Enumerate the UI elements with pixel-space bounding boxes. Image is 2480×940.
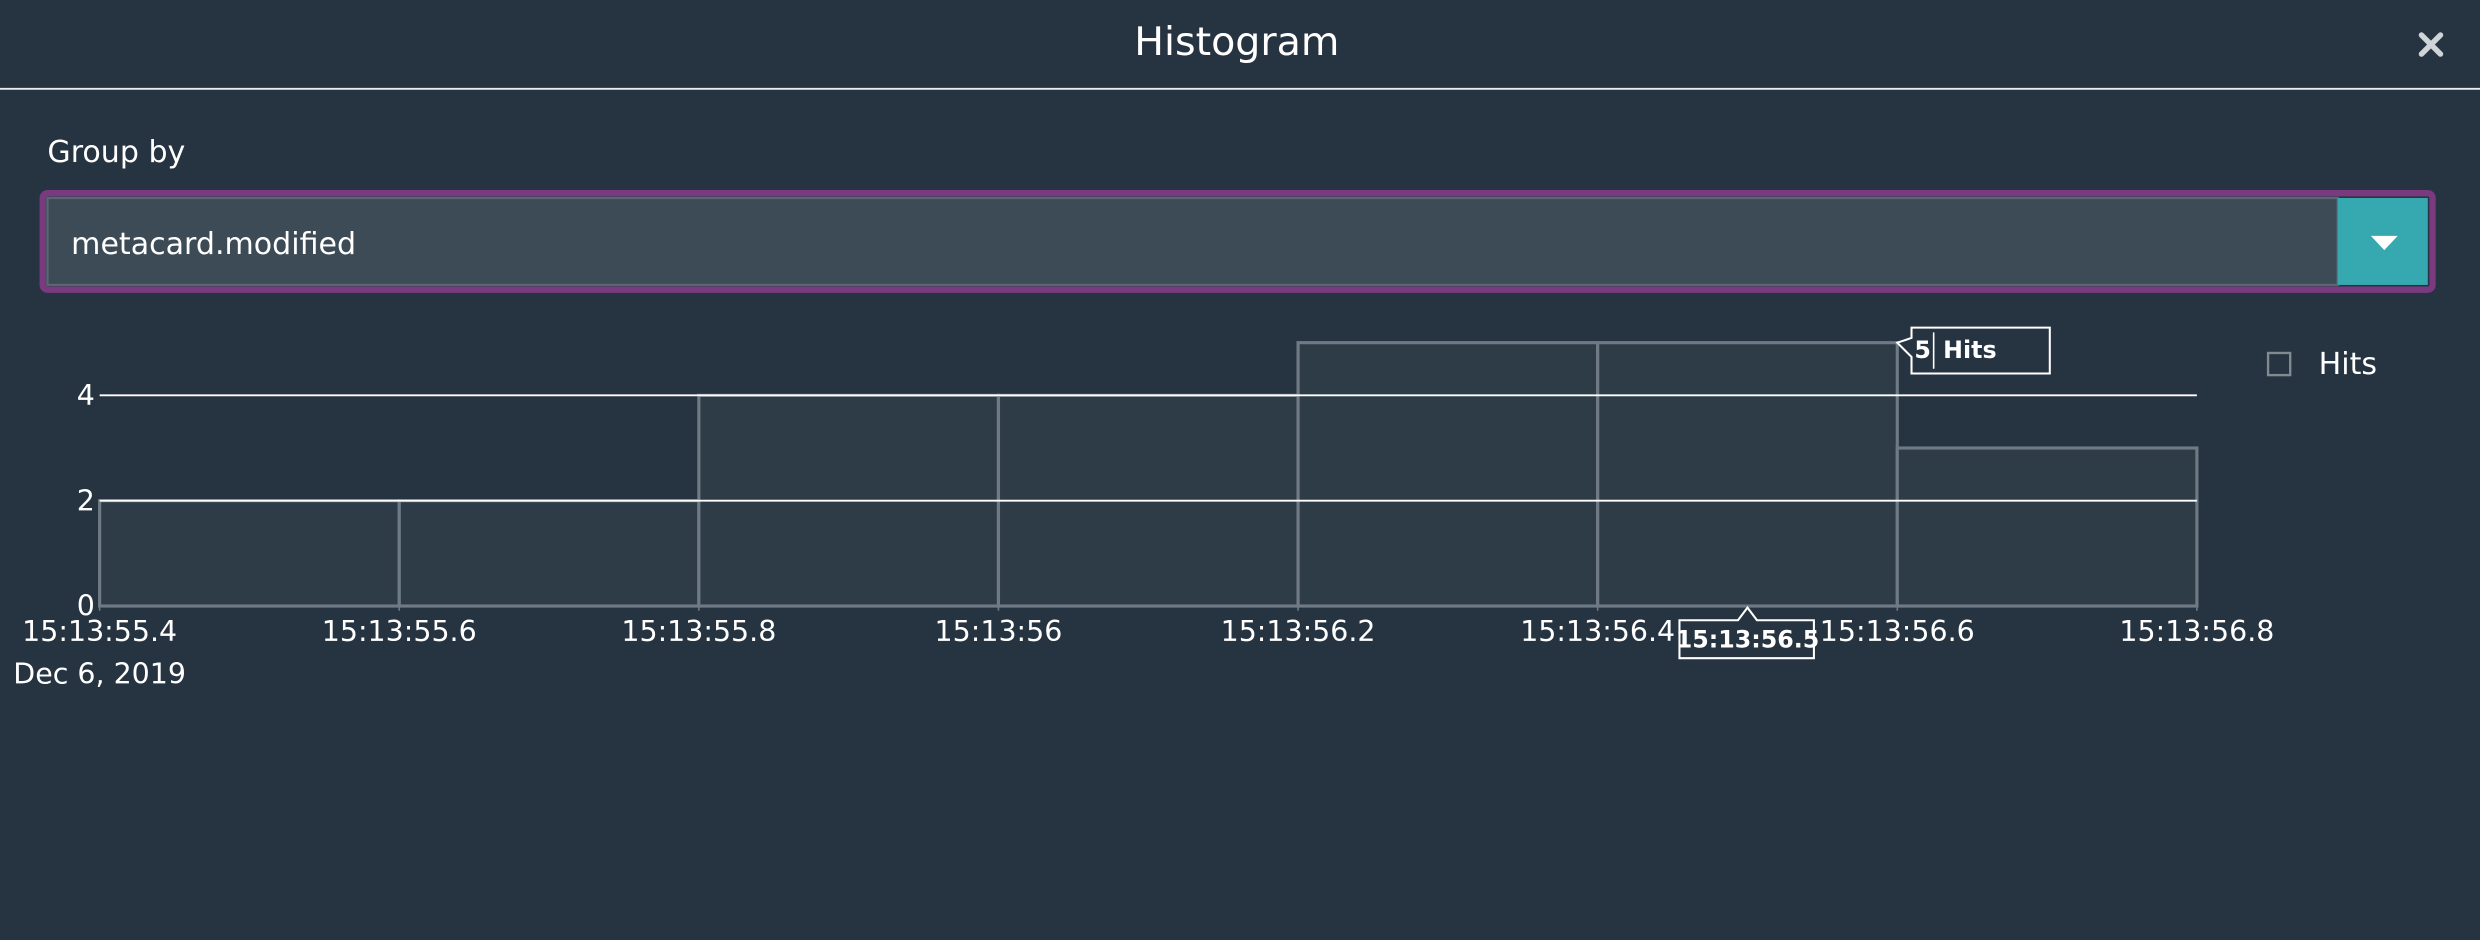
x-tick-label: 15:13:55.6 <box>322 615 477 648</box>
y-tick-label: 2 <box>77 484 95 517</box>
x-tick-label: 15:13:56.6 <box>1820 615 1975 648</box>
select-focus-ring <box>39 190 2436 293</box>
x-tooltip-box <box>1678 605 1815 660</box>
histogram-bar <box>1895 446 2199 608</box>
value-tooltip-value: 5 <box>1914 336 1931 364</box>
value-tooltip-box <box>1895 326 2051 375</box>
x-date-label: Dec 6, 2019 <box>13 658 186 691</box>
legend-checkbox[interactable] <box>2266 351 2292 377</box>
x-tooltip-label: 15:13:56.5 <box>1676 625 1820 653</box>
group-by-label: Group by <box>47 135 185 170</box>
y-tick-label: 0 <box>77 590 95 623</box>
close-button[interactable] <box>2418 32 2444 57</box>
histogram-bar <box>98 499 401 608</box>
x-tick-label: 15:13:56.4 <box>1520 615 1675 648</box>
dropdown-arrow <box>2370 235 2398 251</box>
value-tooltip-series: Hits <box>1943 336 1996 364</box>
dialog-title: Histogram <box>1134 19 1339 65</box>
legend-label[interactable]: Hits <box>2319 347 2377 382</box>
x-tick-label: 15:13:56.2 <box>1221 615 1376 648</box>
histogram-bar <box>1296 341 1600 608</box>
y-tick-label: 4 <box>77 379 95 412</box>
group-by-select[interactable] <box>46 196 2339 287</box>
histogram-bar <box>1596 341 1899 608</box>
x-tick-label: 15:13:55.8 <box>621 615 776 648</box>
group-by-value: metacard.modified <box>71 227 356 262</box>
x-tick-label: 15:13:56.8 <box>2119 615 2274 648</box>
x-tick-label: 15:13:55.4 <box>22 615 177 648</box>
x-tick-label: 15:13:56 <box>935 615 1063 648</box>
histogram-bar <box>397 499 701 608</box>
